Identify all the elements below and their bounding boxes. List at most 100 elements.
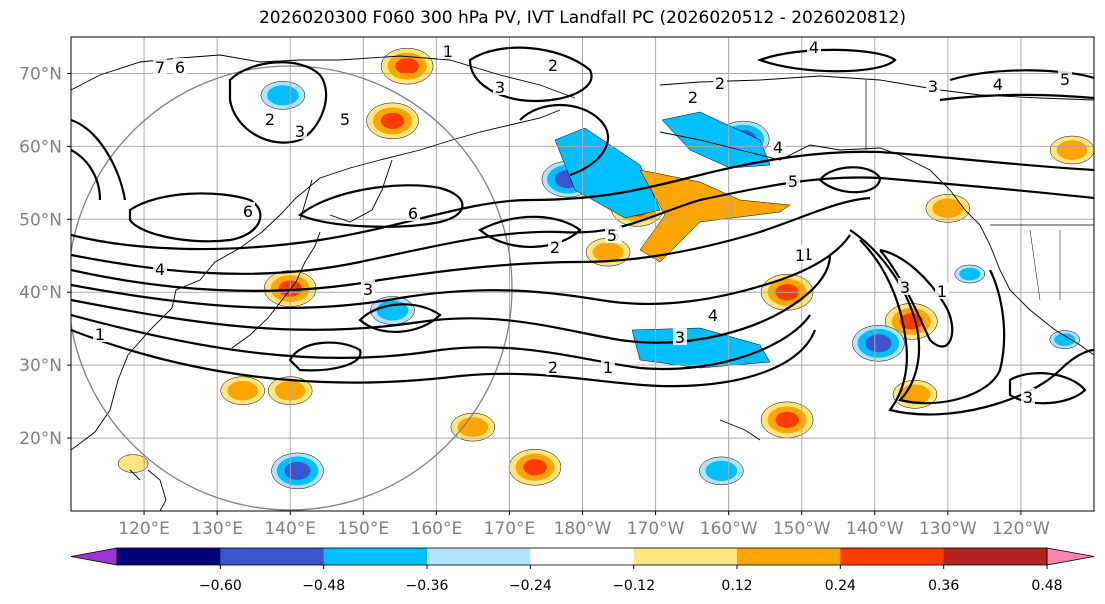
lon-tick-label: 140°E — [264, 519, 316, 539]
pv-contour-label-text: 6 — [175, 58, 185, 77]
pv-contour-label: 5 — [786, 172, 800, 191]
colorbar-segment — [943, 548, 1048, 565]
lon-tick-label: 130°E — [191, 519, 243, 539]
pc-positive-region-6 — [450, 412, 496, 442]
pv-contour-4 — [71, 254, 832, 344]
pc-positive-region-7 — [508, 448, 562, 486]
colorbar-extend-high — [1046, 547, 1095, 566]
pv-contour-label: 3 — [493, 78, 507, 97]
pv-contour-label-text: 4 — [773, 138, 783, 157]
pv-contour-label: 1 — [601, 358, 615, 377]
pv-contour-label: 4 — [706, 306, 720, 325]
pv-contour-label-text: 2 — [265, 110, 275, 129]
pv-contour-label: 2 — [263, 110, 277, 129]
pv-contour-label-text: 5 — [607, 226, 617, 245]
pc-positive-region-8 — [585, 237, 631, 267]
pv-contour-23 — [478, 215, 582, 249]
pv-contour-label-text: 1 — [95, 325, 105, 344]
pv-contour-label-text: 3 — [495, 78, 505, 97]
pv-contour-21 — [71, 149, 102, 201]
lon-tick-label: 120°W — [992, 519, 1050, 539]
pv-contour-label: 1 — [441, 42, 455, 61]
pv-contour-label-text: 3 — [295, 122, 305, 141]
pv-contour-label: 6 — [406, 204, 420, 223]
pv-contour-labels: 7632132512326641523214314515435134 — [93, 38, 1072, 407]
pv-contour-19 — [939, 93, 1094, 102]
state-borders — [1029, 229, 1061, 301]
colorbar: −0.60 −0.48 −0.36 −0.24 −0.12 0.12 0.24 0.36 0.4… — [70, 547, 1095, 594]
pc-negative-region-1 — [271, 452, 324, 490]
coastline-1 — [71, 54, 576, 99]
pv-contour-label-text: 3 — [928, 77, 938, 96]
lon-tick-label: 150°W — [773, 519, 831, 539]
coastline-9 — [719, 419, 761, 441]
colorbar-frame — [116, 547, 1048, 566]
pv-contour-18 — [949, 69, 1094, 82]
colorbar-tick-label: −0.12 — [612, 578, 655, 594]
pv-contour-label: 7 — [153, 58, 167, 77]
pv-contour-22 — [519, 103, 610, 177]
lon-tick-label: 180°W — [554, 519, 612, 539]
pv-contour-label-text: 2 — [548, 56, 558, 75]
coastline-8 — [129, 469, 141, 481]
chart-title: 2026020300 F060 300 hPa PV, IVT Landfall… — [258, 8, 906, 28]
pv-contour-label-text: 1 — [795, 246, 805, 265]
pc-positive-region-4 — [366, 102, 419, 140]
map-gridlines — [71, 37, 1094, 511]
colorbar-segment — [427, 548, 531, 565]
pv-contour-label: 4 — [771, 138, 785, 157]
pv-contour-label-text: 5 — [1060, 70, 1070, 89]
pv-contour-label: 1 — [93, 325, 107, 344]
lat-tick-label: 70°N — [19, 64, 62, 84]
colorbar-segment — [220, 548, 325, 565]
lon-tick-label: 120°E — [118, 519, 170, 539]
colorbar-tick-label: 0.48 — [1031, 578, 1062, 594]
pv-contour-label: 2 — [686, 88, 700, 107]
pv-contour-label: 6 — [241, 202, 255, 221]
pv-contour-label-text: 6 — [243, 202, 253, 221]
pv-contour-label: 4 — [991, 75, 1005, 94]
colorbar-tick-label: 0.36 — [928, 578, 959, 594]
map-area: 7632132512326641523214314515435134 — [71, 37, 1094, 511]
pv-contour-label-text: 6 — [408, 204, 418, 223]
pv-contour-label: 3 — [898, 278, 912, 297]
pv-contour-label-text: 3 — [363, 280, 373, 299]
pc-negative-band-subtropical — [631, 327, 771, 369]
pv-contour-3 — [71, 234, 851, 310]
pv-contour-label-text: 3 — [1023, 388, 1033, 407]
pc-positive-region-15 — [1049, 135, 1094, 165]
pc-positive-region-1 — [220, 376, 265, 405]
pv-contour-label-text: 7 — [155, 58, 165, 77]
pv-contour-label: 5 — [1058, 70, 1072, 89]
pv-contour-label-text: 1 — [937, 282, 947, 301]
pv-contour-14 — [228, 61, 328, 144]
pv-contour-8 — [859, 239, 1094, 416]
pv-contour-label-text: 5 — [788, 172, 798, 191]
pv-contour-label-text: 3 — [900, 278, 910, 297]
coastline-0 — [71, 109, 561, 451]
lat-tick-label: 30°N — [19, 356, 62, 376]
pv-contour-label-text: 2 — [688, 88, 698, 107]
lat-tick-label: 60°N — [19, 137, 62, 157]
pv-contour-label: 3 — [1021, 388, 1035, 407]
coastline-7 — [147, 469, 167, 511]
pv-contour-label-text: 2 — [550, 238, 560, 257]
colorbar-tick-label: −0.48 — [302, 578, 345, 594]
pc-negative-region-7 — [852, 325, 905, 362]
pv-contour-0 — [71, 150, 1094, 251]
pv-contour-label: 3 — [673, 328, 687, 347]
lon-tick-label: 160°E — [411, 519, 463, 539]
pv-contour-label-text: 5 — [340, 110, 350, 129]
pv-contour-6 — [71, 328, 817, 388]
lon-tick-label: 150°E — [337, 519, 389, 539]
pv-contour-label-text: 4 — [809, 38, 819, 57]
colorbar-tick-label: 0.24 — [825, 578, 856, 594]
pv-contour-20 — [71, 118, 127, 201]
pv-contour-label: 2 — [548, 238, 562, 257]
pv-contour-label-text: 1 — [443, 42, 453, 61]
pv-contour-2 — [71, 196, 871, 292]
lon-tick-label: 130°W — [919, 519, 977, 539]
pc-negative-region-8 — [954, 264, 986, 284]
lon-tick-label: 140°W — [846, 519, 904, 539]
